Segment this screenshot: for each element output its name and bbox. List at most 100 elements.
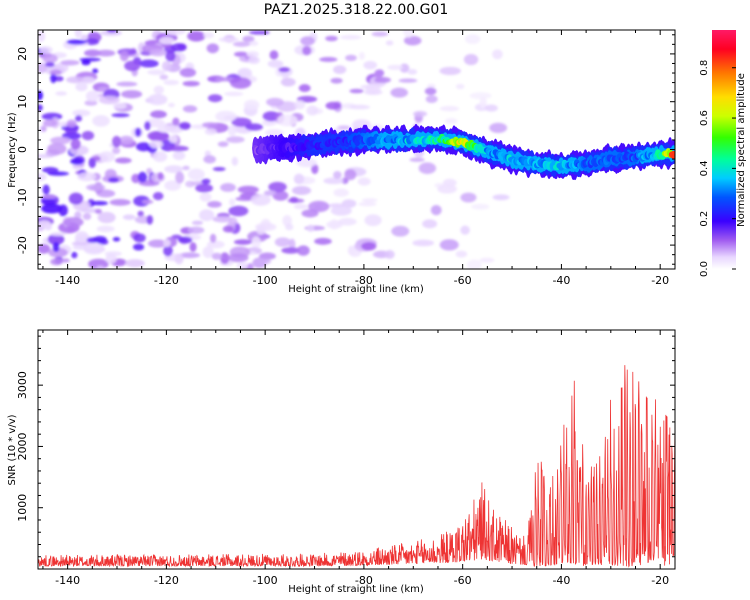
top-x-tick-label: -120: [154, 274, 179, 287]
noise-blob: [137, 171, 148, 183]
noise-blob: [233, 51, 249, 57]
noise-blob: [258, 259, 272, 265]
noise-blob: [112, 236, 121, 242]
noise-blob: [164, 165, 184, 174]
noise-blob: [179, 252, 201, 259]
noise-blob: [50, 72, 57, 84]
noise-blob: [96, 265, 105, 269]
noise-blob: [146, 214, 154, 225]
noise-blob: [249, 40, 259, 46]
noise-blob: [174, 253, 184, 265]
noise-blob: [106, 30, 118, 33]
noise-blob: [211, 252, 223, 260]
noise-blob: [390, 87, 408, 98]
noise-blob: [42, 184, 50, 195]
noise-blob: [358, 201, 377, 207]
chart-title: PAZ1.2025.318.22.00.G01: [264, 2, 449, 18]
colorbar-tick-label: 0.4: [699, 160, 710, 176]
noise-blob: [138, 59, 159, 68]
noise-blob: [442, 178, 457, 187]
colorbar-tick-label: 0.6: [699, 110, 710, 126]
noise-blob: [294, 100, 306, 110]
noise-blob: [285, 223, 294, 231]
noise-blob: [166, 125, 184, 134]
noise-blob: [385, 40, 394, 46]
noise-blob: [109, 198, 131, 206]
noise-blob: [235, 196, 256, 202]
noise-blob: [282, 215, 292, 227]
noise-blob: [398, 78, 418, 83]
noise-blob: [293, 173, 305, 185]
noise-blob: [358, 52, 365, 60]
noise-blob: [187, 226, 205, 234]
noise-blob: [132, 243, 145, 251]
noise-blob: [58, 121, 69, 127]
noise-blob: [94, 208, 103, 214]
noise-blob: [206, 43, 219, 54]
noise-blob: [58, 204, 68, 217]
noise-blob: [38, 104, 43, 111]
noise-blob: [333, 188, 349, 197]
noise-blob: [122, 214, 136, 220]
noise-blob: [49, 69, 62, 76]
noise-blob: [159, 74, 169, 80]
noise-blob: [60, 258, 70, 263]
noise-blob: [85, 183, 106, 191]
noise-blob: [409, 157, 425, 162]
noise-blob: [42, 119, 58, 127]
noise-blob: [363, 60, 378, 70]
noise-blob: [338, 217, 357, 226]
noise-blob: [364, 214, 382, 227]
top-y-tick-label: 20: [16, 47, 29, 61]
noise-blob: [199, 192, 212, 202]
noise-blob: [41, 199, 56, 205]
noise-blob: [344, 169, 357, 181]
noise-blob: [463, 53, 479, 66]
noise-blob: [41, 203, 63, 214]
noise-blob: [256, 225, 266, 235]
noise-blob: [330, 77, 343, 84]
noise-blob: [116, 81, 138, 87]
noise-blob: [168, 145, 189, 152]
noise-blob: [365, 83, 381, 95]
noise-blob: [98, 151, 116, 163]
noise-blob: [75, 82, 88, 92]
noise-blob: [412, 239, 435, 247]
noise-blob: [341, 177, 349, 184]
noise-blob: [147, 69, 166, 75]
noise-blob: [247, 263, 254, 269]
noise-blob: [228, 217, 238, 226]
noise-blob: [41, 194, 57, 199]
noise-blob: [98, 95, 120, 105]
colorbar-tick-label: 0.0: [699, 261, 710, 277]
top-x-axis-label: Height of straight line (km): [288, 284, 424, 295]
noise-blob: [83, 242, 105, 255]
noise-blob: [92, 156, 101, 161]
noise-blob: [407, 68, 418, 75]
noise-blob: [349, 104, 371, 110]
noise-blob: [330, 205, 352, 216]
noise-blob: [72, 244, 88, 251]
noise-blob: [142, 199, 154, 204]
noise-blob: [63, 217, 84, 228]
noise-blob: [172, 117, 180, 126]
noise-blob: [479, 257, 495, 263]
noise-blob: [455, 250, 468, 258]
noise-blob: [121, 90, 143, 99]
noise-blob: [71, 251, 78, 259]
noise-blob: [158, 36, 175, 45]
noise-blob: [70, 138, 81, 150]
bottom-y-tick-label: 1000: [16, 494, 29, 522]
colorbar-label: Normalized spectral amplitude: [736, 73, 747, 227]
noise-blob: [269, 50, 279, 60]
noise-blob: [361, 241, 377, 251]
noise-blob: [311, 163, 319, 175]
noise-blob: [90, 201, 109, 206]
noise-blob: [228, 198, 236, 206]
noise-blob: [179, 67, 197, 78]
noise-blob: [104, 169, 117, 180]
noise-blob: [361, 198, 378, 203]
noise-blob: [215, 110, 237, 122]
snr-series-line: [38, 365, 675, 568]
